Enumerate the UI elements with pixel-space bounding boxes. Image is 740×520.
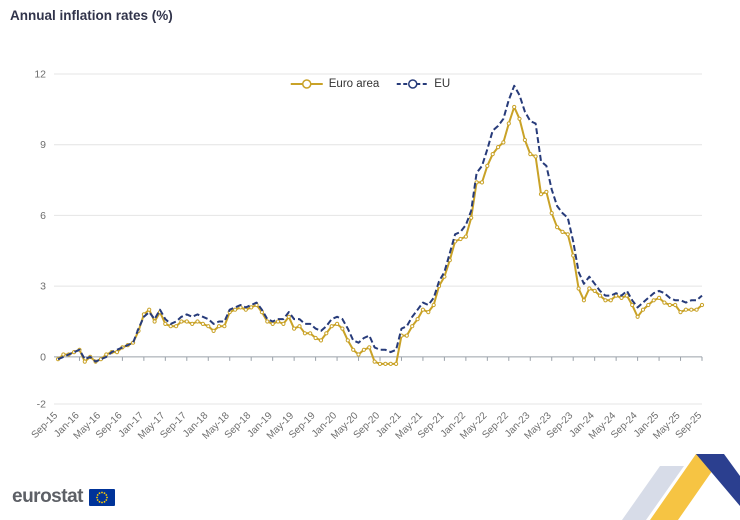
eurostat-wordmark: eurostat <box>12 486 83 507</box>
svg-text:9: 9 <box>40 139 46 151</box>
legend-label-euro-area: Euro area <box>328 78 380 90</box>
eurostat-logo[interactable]: eurostat <box>12 486 115 508</box>
eu-flag-stars <box>96 491 108 503</box>
eu-line-swatch <box>396 79 429 89</box>
svg-text:3: 3 <box>40 281 46 293</box>
svg-text:6: 6 <box>40 210 46 222</box>
chart-legend: Euro area EU <box>290 78 450 90</box>
legend-item-euro-area[interactable]: Euro area <box>290 78 380 90</box>
legend-item-eu[interactable]: EU <box>395 78 450 90</box>
eurostat-ribbon-decoration <box>622 454 740 520</box>
page-title: Annual inflation rates (%) <box>10 8 173 23</box>
svg-text:0: 0 <box>40 351 46 363</box>
eu-flag-icon <box>88 488 115 506</box>
inflation-line-chart: -2036912Sep-15Jan-16May-16Sep-16Jan-17Ma… <box>30 69 705 442</box>
legend-label-eu: EU <box>434 78 451 90</box>
svg-text:12: 12 <box>34 69 46 81</box>
svg-text:-2: -2 <box>37 399 46 411</box>
euro-area-line-swatch <box>290 79 323 89</box>
